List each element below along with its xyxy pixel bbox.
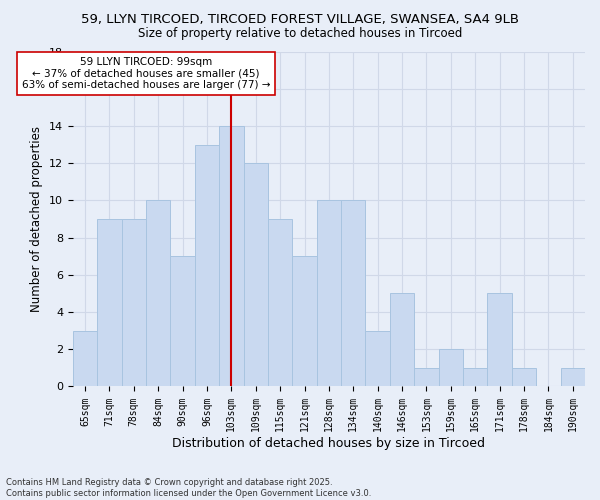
Text: 59 LLYN TIRCOED: 99sqm
← 37% of detached houses are smaller (45)
63% of semi-det: 59 LLYN TIRCOED: 99sqm ← 37% of detached… [22,57,270,90]
Bar [219,126,244,386]
Bar [244,163,268,386]
Bar [268,219,292,386]
Bar [390,294,414,386]
Bar [73,330,97,386]
Bar [512,368,536,386]
Bar [414,368,439,386]
Bar [487,294,512,386]
Y-axis label: Number of detached properties: Number of detached properties [31,126,43,312]
Text: 59, LLYN TIRCOED, TIRCOED FOREST VILLAGE, SWANSEA, SA4 9LB: 59, LLYN TIRCOED, TIRCOED FOREST VILLAGE… [81,12,519,26]
X-axis label: Distribution of detached houses by size in Tircoed: Distribution of detached houses by size … [172,437,485,450]
Bar [560,368,585,386]
Text: Contains HM Land Registry data © Crown copyright and database right 2025.
Contai: Contains HM Land Registry data © Crown c… [6,478,371,498]
Bar [195,144,219,386]
Bar [146,200,170,386]
Bar [439,350,463,387]
Bar [292,256,317,386]
Bar [170,256,195,386]
Bar [97,219,122,386]
Bar [463,368,487,386]
Bar [122,219,146,386]
Text: Size of property relative to detached houses in Tircoed: Size of property relative to detached ho… [138,28,462,40]
Bar [341,200,365,386]
Bar [365,330,390,386]
Bar [317,200,341,386]
